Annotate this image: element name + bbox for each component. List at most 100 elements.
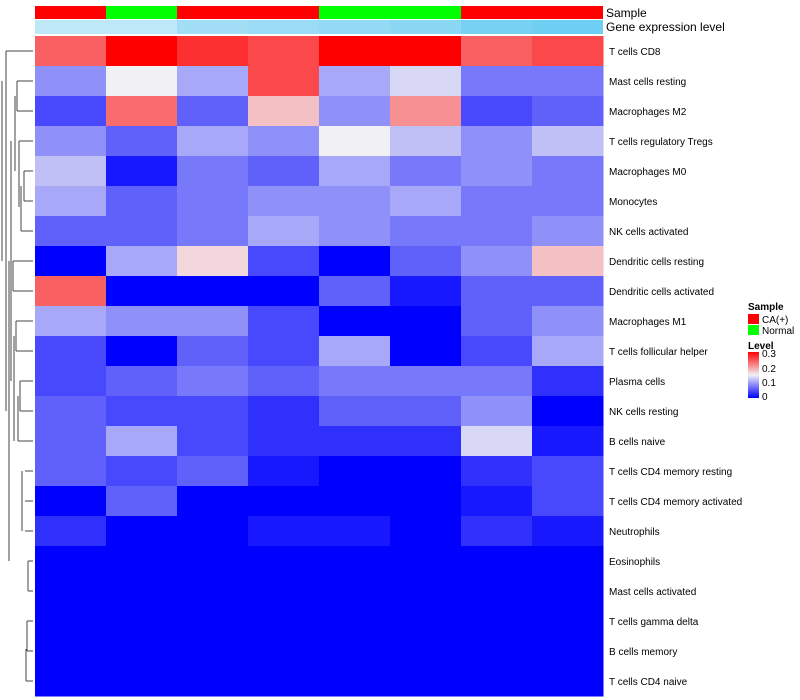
row-label: T cells CD4 naive [609,677,688,688]
legend-level-tick-1: 0.2 [762,364,776,375]
heatmap-cell [177,216,249,247]
heatmap-cell [532,306,604,337]
row-label: T cells follicular helper [609,347,708,358]
annotation-sample-cell [248,6,319,19]
heatmap-cell [461,126,533,157]
heatmap-cell [177,516,249,547]
heatmap-cell [248,606,320,637]
heatmap-cell [177,186,249,217]
heatmap-cell [177,456,249,487]
heatmap-cell [35,306,107,337]
heatmap-cell [532,216,604,247]
heatmap-cell [248,186,320,217]
heatmap-cell [390,426,462,457]
legend-level-title: Level [748,341,774,352]
heatmap-cell [106,66,178,97]
heatmap-cell [106,96,178,127]
heatmap-cell [532,276,604,307]
heatmap-cell [461,36,533,67]
heatmap-cell [390,666,462,697]
heatmap-cell [248,576,320,607]
annotation-sample-cell [35,6,106,19]
annotation-label-gene-expression: Gene expression level [606,20,725,34]
row-label: Mast cells activated [609,587,696,598]
heatmap-cell [106,516,178,547]
heatmap-cell [532,456,604,487]
heatmap-cell [532,336,604,367]
heatmap-cell [532,606,604,637]
heatmap-cell [177,366,249,397]
heatmap-cell [461,156,533,187]
heatmap-cell [35,426,107,457]
annotation-expression-cell [319,20,390,34]
legend-level-tick-2: 0.1 [762,378,776,389]
heatmap-cell [248,276,320,307]
heatmap-cell [319,126,391,157]
heatmap-cell [390,156,462,187]
heatmap-cell [248,546,320,577]
heatmap-cell [177,126,249,157]
heatmap-cell [532,186,604,217]
heatmap-cell [319,36,391,67]
heatmap-cell [532,36,604,67]
heatmap-cell [319,606,391,637]
heatmap-cell [248,246,320,277]
heatmap-cell [106,36,178,67]
heatmap-cell [35,366,107,397]
heatmap-cell [532,156,604,187]
heatmap-cell [461,366,533,397]
annotation-sample-cell [461,6,532,19]
heatmap-cell [319,666,391,697]
heatmap-cell [248,216,320,247]
heatmap-cell [461,276,533,307]
heatmap-cell [390,486,462,517]
heatmap-cell [248,636,320,667]
heatmap-cell [390,96,462,127]
heatmap-cell [319,66,391,97]
row-label: T cells gamma delta [609,617,699,628]
heatmap-cell [177,96,249,127]
row-label: T cells CD4 memory resting [609,467,732,478]
heatmap-cell [35,96,107,127]
row-label: Dendritic cells resting [609,257,704,268]
legend-level-tick-3: 0 [762,392,768,403]
heatmap-cell [390,186,462,217]
heatmap-cell [248,126,320,157]
row-label: NK cells activated [609,227,688,238]
heatmap-cell [390,276,462,307]
heatmap-cell [177,246,249,277]
legend-sample-title: Sample [748,302,784,313]
heatmap-cell [319,276,391,307]
heatmap-cell [35,486,107,517]
heatmap-cell [35,636,107,667]
heatmap-cell [461,606,533,637]
heatmap-cell [319,576,391,607]
row-dendrogram [1,50,33,682]
heatmap-cell [177,426,249,457]
heatmap-cell [319,216,391,247]
heatmap-cell [248,486,320,517]
heatmap-cell [532,126,604,157]
heatmap-cell [177,66,249,97]
heatmap-cell [461,306,533,337]
heatmap-cell [390,636,462,667]
heatmap-cell [106,336,178,367]
row-label: Plasma cells [609,377,665,388]
heatmap-cell [390,246,462,277]
annotation-sample-cell [532,6,603,19]
heatmap-cell [248,366,320,397]
legend-level-tick-0: 0.3 [762,349,776,360]
heatmap-cell [35,396,107,427]
heatmap-cell [390,396,462,427]
heatmap-cell [35,246,107,277]
heatmap-cell [461,336,533,367]
heatmap-cell [35,36,107,67]
heatmap-cell [248,156,320,187]
row-label: T cells CD8 [609,47,661,58]
heatmap-cell [532,66,604,97]
heatmap-cell [532,396,604,427]
row-label: Dendritic cells activated [609,287,714,298]
heatmap-cell [35,126,107,157]
heatmap-cell [248,426,320,457]
heatmap-cell [390,306,462,337]
